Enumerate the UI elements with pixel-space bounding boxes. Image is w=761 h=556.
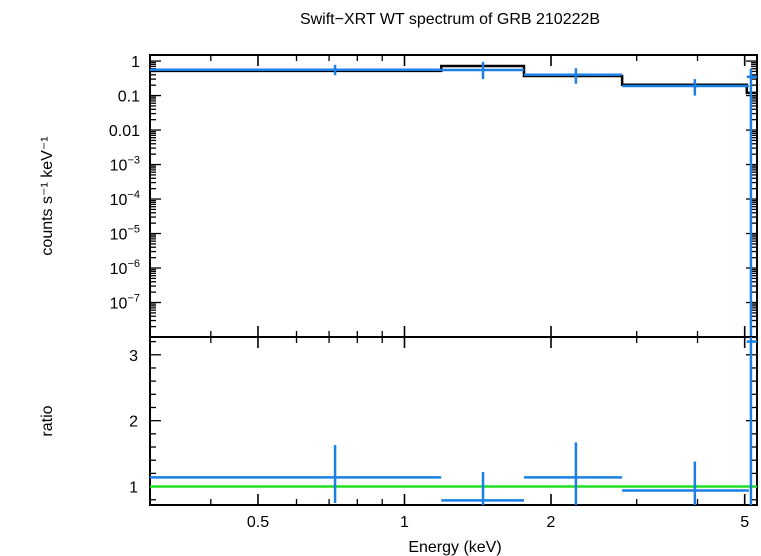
x-tick-label: 1 — [400, 514, 409, 531]
spectrum-frame — [149, 54, 758, 338]
spectrum-panel: 1 0.1 0.01 10−3 10−4 10−5 10−6 10−7 counts s⁻¹ … — [39, 54, 758, 338]
y-tick-label: 10−5 — [110, 224, 140, 244]
y-tick-label: 0.1 — [118, 89, 140, 106]
data-point — [150, 445, 442, 504]
data-point — [523, 442, 623, 505]
y-tick-label: 0.01 — [109, 123, 140, 140]
chart-title: Swift−XRT WT spectrum of GRB 210222B — [300, 11, 600, 28]
data-point — [441, 61, 524, 80]
ratio-y-axis-label: ratio — [39, 405, 56, 436]
data-point — [150, 64, 442, 76]
y-tick-label: 10−4 — [110, 189, 140, 209]
spectrum-y-axis-label: counts s⁻¹ keV⁻¹ — [39, 136, 56, 255]
ratio-panel: 1 2 3 0.5 1 2 5 ratio Energy (keV) — [39, 336, 758, 556]
data-point — [622, 79, 749, 96]
data-point — [746, 337, 757, 505]
x-tick-labels: 0.5 1 2 5 — [247, 514, 749, 531]
data-point — [746, 68, 757, 337]
y-tick-label: 10−3 — [110, 155, 140, 175]
x-axis-label: Energy (keV) — [408, 539, 501, 556]
ratio-frame — [149, 336, 758, 506]
spectrum-y-tick-labels: 1 0.1 0.01 10−3 10−4 10−5 10−6 10−7 — [109, 54, 140, 312]
y-tick-label: 10−6 — [110, 258, 140, 278]
y-tick-label: 10−7 — [110, 293, 140, 313]
spectrum-ticks — [149, 55, 757, 338]
y-tick-label: 2 — [129, 414, 138, 431]
y-tick-label: 3 — [129, 348, 138, 365]
data-point — [622, 461, 749, 505]
y-tick-label: 1 — [131, 54, 140, 71]
x-tick-label: 2 — [547, 514, 556, 531]
spectrum-data-points — [150, 61, 757, 337]
ratio-ticks — [149, 337, 757, 505]
x-tick-label: 5 — [740, 514, 749, 531]
x-tick-label: 0.5 — [247, 514, 269, 531]
data-point — [523, 68, 623, 84]
ratio-y-tick-labels: 1 2 3 — [129, 348, 138, 497]
ratio-data-points — [150, 337, 757, 505]
y-tick-label: 1 — [129, 480, 138, 497]
data-point — [441, 472, 524, 505]
